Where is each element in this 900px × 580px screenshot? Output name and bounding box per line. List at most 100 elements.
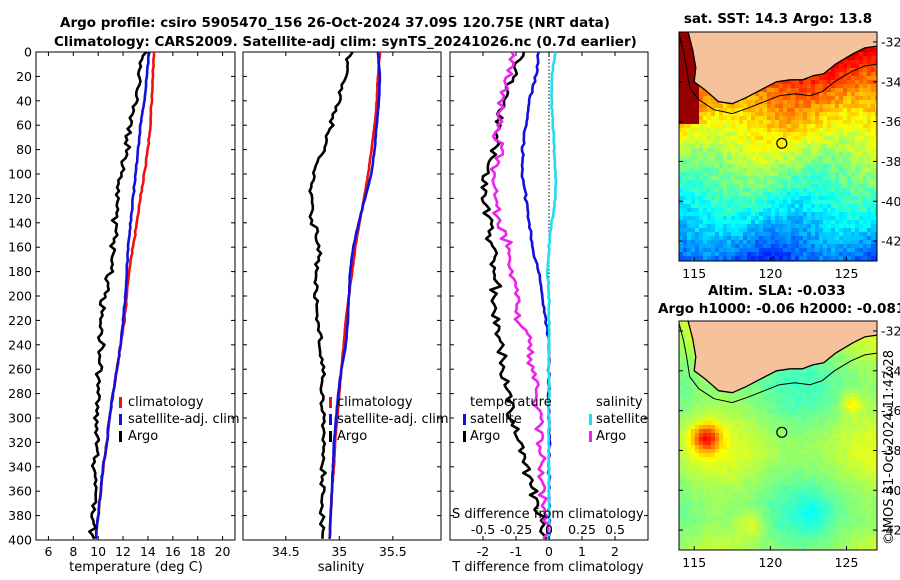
heatmap-cell [875,377,877,382]
heatmap-cell [823,76,828,81]
heatmap-cell [743,144,748,149]
heatmap-cell [815,188,820,193]
heatmap-cell [751,256,756,261]
heatmap-cell [783,393,788,398]
heatmap-cell [815,224,820,229]
heatmap-cell [775,236,780,241]
heatmap-cell [755,148,760,153]
heatmap-cell [795,112,800,117]
heatmap-cell [791,216,796,221]
heatmap-cell [735,112,740,117]
heatmap-cell [867,176,872,181]
heatmap-cell [695,100,700,105]
heatmap-cell [815,433,820,438]
heatmap-cell [715,144,720,149]
heatmap-cell [859,148,864,153]
heatmap-cell [839,445,844,450]
heatmap-cell [703,425,708,430]
heatmap-cell [687,345,692,350]
heatmap-cell [783,457,788,462]
heatmap-cell [787,457,792,462]
series-satellite-adj--clim [328,51,382,539]
heatmap-cell [767,413,772,418]
heatmap-cell [747,196,752,201]
heatmap-cell [751,156,756,161]
heatmap-cell [871,353,876,358]
heatmap-cell [763,136,768,141]
heatmap-cell [763,168,768,173]
depth-tick-label: 20 [16,69,32,84]
heatmap-cell [831,104,836,109]
heatmap-cell [835,429,840,434]
heatmap-cell [855,92,860,97]
heatmap-cell [803,140,808,145]
heatmap-cell [795,184,800,189]
heatmap-cell [759,252,764,257]
heatmap-cell [779,389,784,394]
heatmap-cell [815,184,820,189]
heatmap-cell [699,108,704,113]
heatmap-cell [839,120,844,125]
heatmap-cell [755,421,760,426]
heatmap-cell [747,441,752,446]
heatmap-cell [807,168,812,173]
heatmap-cell [799,373,804,378]
heatmap-cell [839,224,844,229]
heatmap-cell [815,76,820,81]
heatmap-cell [755,160,760,165]
heatmap-cell [719,160,724,165]
heatmap-cell [711,200,716,205]
heatmap-cell [719,180,724,185]
heatmap-cell [687,92,692,97]
heatmap-cell [711,108,716,113]
heatmap-cell [767,256,772,261]
heatmap-cell [815,453,820,458]
heatmap-cell [707,176,712,181]
heatmap-cell [719,437,724,442]
heatmap-cell [691,176,696,181]
heatmap-cell [707,433,712,438]
heatmap-cell [683,204,688,209]
heatmap-cell [799,180,804,185]
heatmap-cell [775,385,780,390]
heatmap-cell [699,453,704,458]
heatmap-cell [783,252,788,257]
heatmap-cell [839,433,844,438]
heatmap-cell [723,457,728,462]
heatmap-cell [771,401,776,406]
heatmap-cell [799,232,804,237]
heatmap-cell [807,417,812,422]
heatmap-cell [815,232,820,237]
heatmap-cell [875,361,877,366]
heatmap-cell [775,373,780,378]
heatmap-cell [699,112,704,117]
heatmap-cell [775,92,780,97]
heatmap-cell [751,140,756,145]
heatmap-cell [695,445,700,450]
heatmap-cell [807,96,812,101]
heatmap-cell [867,220,872,225]
heatmap-cell [711,188,716,193]
heatmap-cell [831,417,836,422]
heatmap-cell [791,136,796,141]
heatmap-cell [815,192,820,197]
heatmap-cell [727,120,732,125]
heatmap-cell [787,385,792,390]
heatmap-cell [823,457,828,462]
heatmap-cell [787,244,792,249]
heatmap-cell [727,152,732,157]
heatmap-cell [687,361,692,366]
heatmap-cell [871,116,876,121]
heatmap-cell [863,188,868,193]
heatmap-cell [731,124,736,129]
heatmap-cell [807,429,812,434]
heatmap-cell [767,453,772,458]
heatmap-cell [699,136,704,141]
s-tick-label: -0.25 [500,522,532,537]
heatmap-cell [851,188,856,193]
heatmap-cell [811,244,816,249]
heatmap-cell [691,160,696,165]
heatmap-cell [839,80,844,85]
heatmap-cell [859,244,864,249]
heatmap-cell [687,136,692,141]
